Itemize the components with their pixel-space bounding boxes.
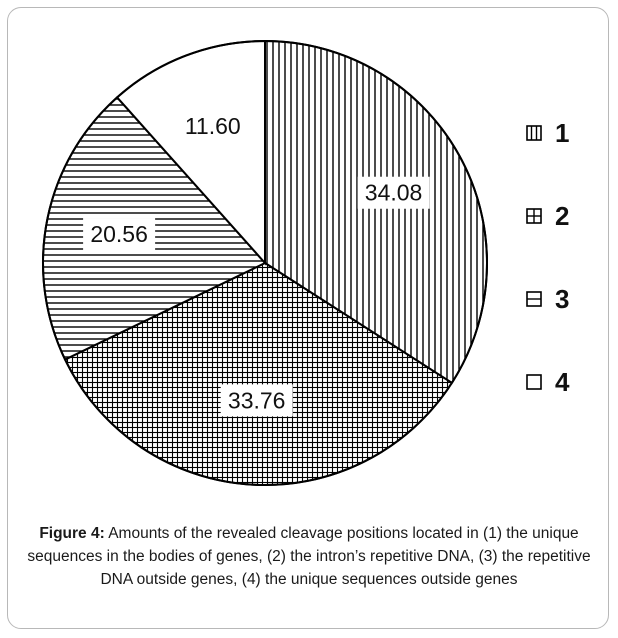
legend-entry-2: 2 xyxy=(526,201,569,231)
slice-label-1: 34.08 xyxy=(357,176,430,209)
legend-label-2: 2 xyxy=(555,201,569,231)
slice-label-box-1 xyxy=(357,176,430,209)
pie-chart: 34.08 33.76 20.56 11.60 1 2 3 4 xyxy=(42,39,570,486)
legend-entry-1: 1 xyxy=(526,118,569,148)
legend-swatch-1 xyxy=(526,125,542,141)
slice-value-3: 20.56 xyxy=(90,221,148,247)
caption-label: Figure 4: xyxy=(39,525,105,542)
legend-entry-4: 4 xyxy=(526,367,570,397)
slice-label-3: 20.56 xyxy=(83,218,156,251)
legend-label-3: 3 xyxy=(555,284,569,314)
slice-value-4: 11.60 xyxy=(185,113,241,139)
legend-entry-3: 3 xyxy=(526,284,569,314)
legend-swatch-4 xyxy=(526,374,542,390)
figure-caption: Figure 4: Amounts of the revealed cleava… xyxy=(20,522,598,591)
legend-label-4: 4 xyxy=(555,367,570,397)
legend-label-1: 1 xyxy=(555,118,569,148)
slice-label-2: 33.76 xyxy=(220,384,293,417)
pie-outline xyxy=(42,40,488,486)
slice-label-box-2 xyxy=(220,384,293,417)
slice-value-2: 33.76 xyxy=(228,387,286,413)
caption-text: Amounts of the revealed cleavage positio… xyxy=(27,525,591,588)
slice-label-4: 11.60 xyxy=(185,113,241,139)
slice-value-1: 34.08 xyxy=(365,180,423,206)
slice-label-box-3 xyxy=(83,218,156,251)
